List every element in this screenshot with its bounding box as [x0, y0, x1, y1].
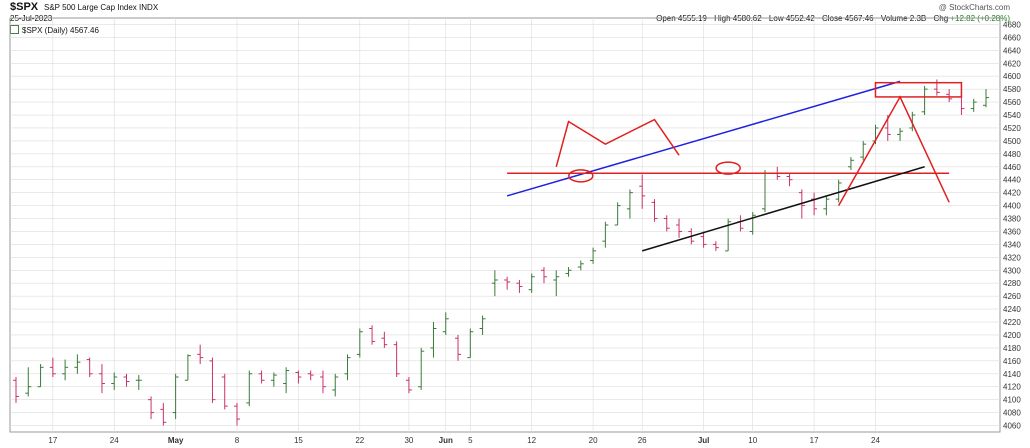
- x-tick-label: Jul: [698, 436, 710, 445]
- y-tick-label: 4320: [1003, 253, 1021, 262]
- x-tick-label: 17: [48, 436, 57, 445]
- y-tick-label: 4240: [1003, 305, 1021, 314]
- x-tick-label: 10: [748, 436, 757, 445]
- x-tick-label: 24: [110, 436, 119, 445]
- y-tick-label: 4100: [1003, 396, 1021, 405]
- y-tick-label: 4420: [1003, 189, 1021, 198]
- x-tick-label: 8: [235, 436, 240, 445]
- symbol: $SPX: [10, 1, 39, 13]
- x-tick-label: 12: [527, 436, 536, 445]
- y-tick-label: 4400: [1003, 202, 1021, 211]
- y-tick-label: 4680: [1003, 20, 1021, 29]
- y-tick-label: 4140: [1003, 370, 1021, 379]
- red-reversal-line: [838, 95, 950, 206]
- y-tick-label: 4360: [1003, 227, 1021, 236]
- x-tick-label: Jun: [439, 436, 453, 445]
- x-tick-label: 5: [468, 436, 473, 445]
- index-name: S&P 500 Large Cap Index INDX: [44, 3, 159, 12]
- y-tick-label: 4500: [1003, 137, 1021, 146]
- y-tick-label: 4060: [1003, 422, 1021, 431]
- plot-area: [9, 17, 1001, 433]
- x-tick-label: 20: [589, 436, 598, 445]
- y-tick-label: 4120: [1003, 383, 1021, 392]
- y-tick-label: 4580: [1003, 85, 1021, 94]
- red-circle-marker: [715, 161, 741, 175]
- y-tick-label: 4480: [1003, 150, 1021, 159]
- y-tick-label: 4540: [1003, 111, 1021, 120]
- y-tick-label: 4200: [1003, 331, 1021, 340]
- copyright: @ StockCharts.com: [938, 3, 1010, 12]
- y-tick-label: 4620: [1003, 59, 1021, 68]
- y-tick-label: 4560: [1003, 98, 1021, 107]
- y-tick-label: 4180: [1003, 344, 1021, 353]
- y-tick-label: 4520: [1003, 124, 1021, 133]
- y-tick-label: 4300: [1003, 266, 1021, 275]
- blue-trendline: [506, 80, 901, 197]
- red-pattern-line: [555, 118, 680, 167]
- x-tick-label: 24: [871, 436, 880, 445]
- black-support-line: [641, 166, 925, 252]
- x-tick-label: 22: [355, 436, 364, 445]
- y-tick-label: 4340: [1003, 240, 1021, 249]
- y-tick-label: 4440: [1003, 176, 1021, 185]
- x-tick-label: 15: [294, 436, 303, 445]
- x-tick-label: May: [168, 436, 184, 445]
- x-tick-label: 17: [810, 436, 819, 445]
- y-tick-label: 4640: [1003, 46, 1021, 55]
- y-tick-label: 4260: [1003, 292, 1021, 301]
- y-tick-label: 4280: [1003, 279, 1021, 288]
- y-tick-label: 4460: [1003, 163, 1021, 172]
- y-tick-label: 4660: [1003, 33, 1021, 42]
- red-circle-marker: [568, 169, 594, 183]
- x-tick-label: 26: [638, 436, 647, 445]
- y-tick-label: 4380: [1003, 215, 1021, 224]
- y-tick-label: 4080: [1003, 409, 1021, 418]
- y-tick-label: 4600: [1003, 72, 1021, 81]
- x-tick-label: 30: [404, 436, 413, 445]
- y-tick-label: 4160: [1003, 357, 1021, 366]
- y-tick-label: 4220: [1003, 318, 1021, 327]
- red-box-marker: [874, 81, 963, 98]
